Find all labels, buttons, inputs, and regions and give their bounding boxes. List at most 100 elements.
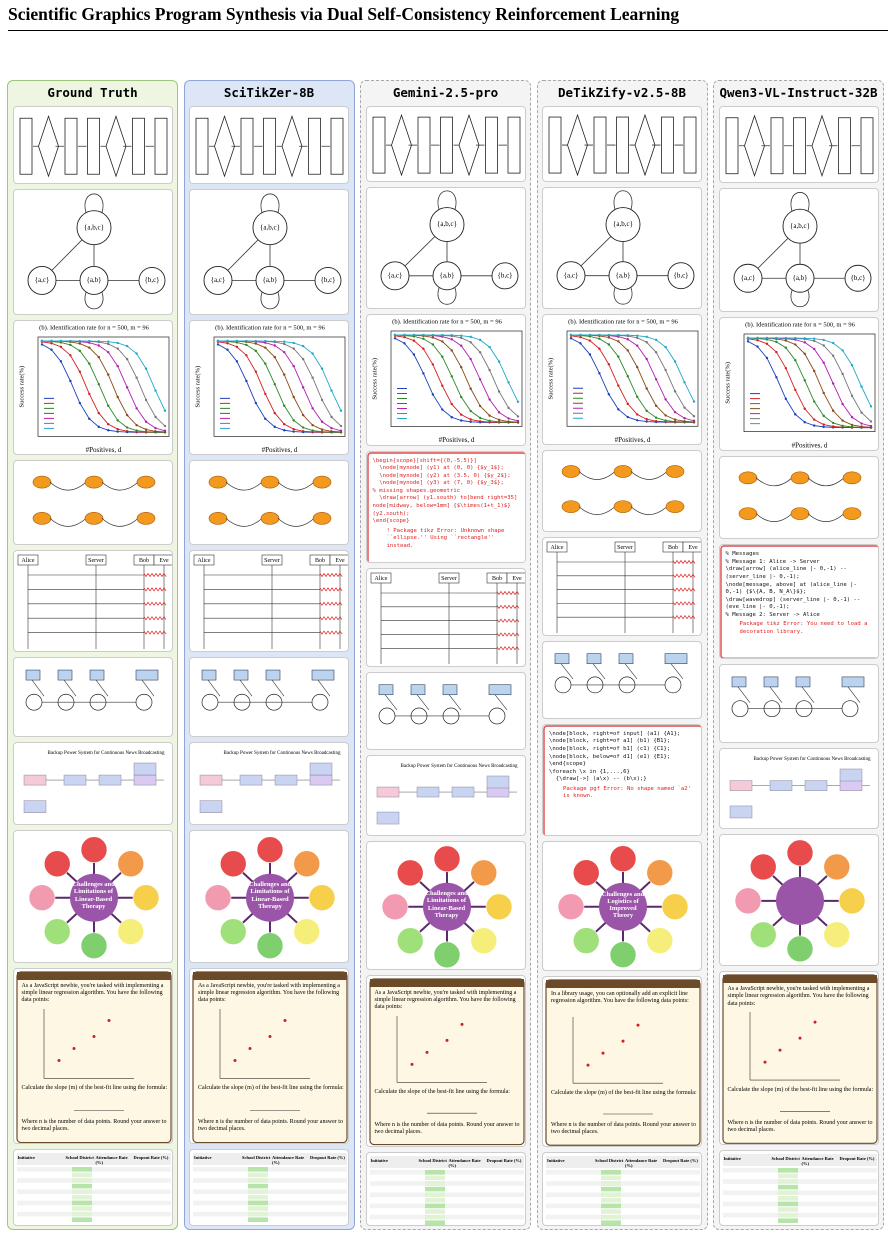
plot-marker [393,334,396,337]
plot-marker [78,339,81,343]
eavesdrop-wave [319,615,343,621]
flow-figure [372,113,520,177]
delta-box [201,669,217,681]
status-cell [71,1195,92,1201]
graph-node [733,264,762,294]
plot-marker [412,334,415,337]
status-cell [601,1197,621,1203]
plot-marker [301,413,305,417]
column-title: SciTikZer-8B [223,85,315,100]
chain-arrow [847,686,860,703]
eavesdrop-wave [496,632,519,637]
data-point [636,1023,640,1027]
figure-panel [12,656,173,738]
plot-marker [793,343,797,347]
status-cell [601,1208,621,1214]
mindmap-topic [43,917,71,945]
plot-marker [869,425,872,428]
status-cell [248,1167,268,1173]
eavesdrop-wave [496,604,519,610]
mindmap-topic [469,859,497,886]
plot-marker [468,335,472,339]
plot-marker [125,386,128,389]
delta-box [488,684,511,696]
figure-panel [542,450,702,532]
eavesdrop-wave [672,587,696,592]
delta-box [378,684,393,696]
status-cell [71,1178,92,1184]
table-header: Attendance Rate (%) [801,1156,834,1167]
table-header: Dropout Rate (%) [310,1155,345,1161]
graph-figure: {a,b,c} {a,c} {a,b} {b,c} [203,193,342,310]
x-axis-label: #Positives, d [791,442,827,450]
plot-marker [617,340,620,343]
textbook-note: Where n is the number of data points. Ro… [727,1120,873,1134]
figure-panel [12,106,173,185]
mindmap-topic [822,921,850,949]
plot-marker [588,333,592,337]
data-point [57,1058,60,1062]
plot-marker [97,355,100,359]
figure-panel: As a JavaScript newbie, you're tasked wi… [365,975,526,1147]
eavesdrop-wave [672,614,696,620]
textbook-header [722,975,877,984]
chain-arrow [63,679,76,697]
table-row [546,1197,700,1203]
plot-marker [115,395,119,399]
plot-marker [645,417,648,421]
graph-node-label: {a,b} [86,276,101,284]
actor-label: Eve [688,545,698,551]
table-row [722,1174,877,1179]
plot-marker [516,420,519,423]
plot-marker [283,342,286,346]
flow-box [593,116,607,174]
plot-marker [440,355,444,359]
plot-marker [692,414,696,418]
plot-marker [840,403,844,406]
chain-arrow [592,663,606,679]
plot-curve [394,335,518,424]
table-header: Initiative [723,1156,742,1162]
data-point [248,1046,252,1050]
table-row [722,1207,877,1213]
table-row [16,1173,171,1178]
plot-marker [821,415,825,418]
plot-marker [301,386,305,389]
plot-marker [468,341,472,344]
orange-arc [755,477,792,487]
plot-marker [831,409,834,413]
plot-marker [468,418,472,421]
plot-marker [78,349,81,353]
plot-marker [617,355,620,358]
plot-marker [115,347,119,350]
graph-node [491,262,518,290]
mindmap-topic [822,854,850,881]
delta-box [410,684,425,696]
plot-marker [850,416,853,419]
plot-marker [450,416,453,419]
sequence-figure: Alice Server Bob Eve [546,541,701,633]
plot-marker [774,337,778,340]
graph-figure: {a,b,c} {a,c} {a,b} {b,c} [556,190,695,305]
table-figure [369,1155,524,1225]
plot-marker [68,379,72,383]
table-header: Initiative [547,1157,565,1163]
component-box [133,762,156,776]
actor-box [438,572,459,584]
plot-marker [106,429,109,432]
orange-node [842,471,861,485]
actor-label: Bob [138,558,148,564]
flow-figure [725,114,873,178]
mindmap-figure [557,845,689,969]
graph-node-label: {b,c} [673,271,688,279]
table-header: School District [242,1155,271,1161]
plot-marker [339,424,343,428]
mindmap-topic [219,850,247,877]
plot-marker [636,413,639,416]
actor-box [261,554,283,566]
error-box [719,545,878,658]
plot-figure: (b). Identification rate for n = 500, m … [18,324,169,454]
plot-marker [506,406,510,410]
plot-marker [292,419,295,422]
plot-marker [339,409,343,412]
